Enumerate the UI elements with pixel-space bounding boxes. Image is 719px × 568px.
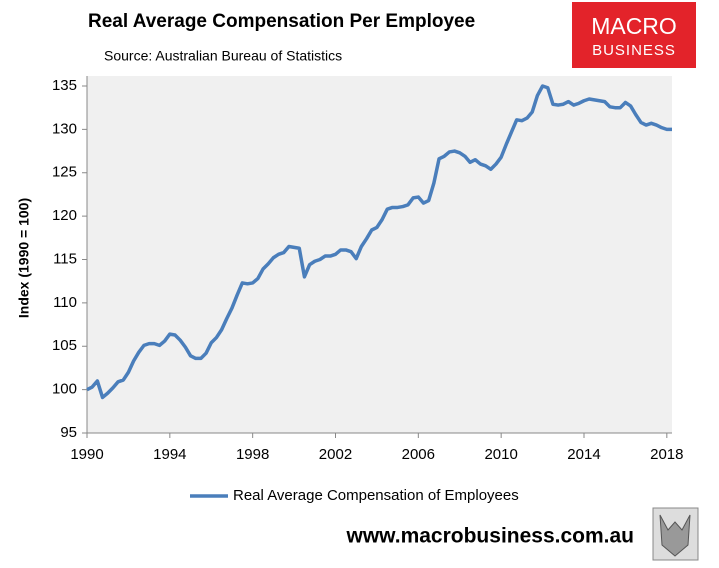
x-tick-label: 2002 (319, 446, 352, 463)
y-tick-label: 130 (52, 120, 77, 137)
y-tick-label: 120 (52, 207, 77, 224)
x-tick-label: 1998 (236, 446, 269, 463)
logo-text: MACRO (591, 13, 677, 39)
wolf-icon (659, 514, 691, 557)
y-tick-label: 95 (60, 424, 77, 441)
website: www.macrobusiness.com.au (346, 525, 634, 548)
y-tick-label: 135 (52, 77, 77, 94)
chart-subtitle: Source: Australian Bureau of Statistics (104, 48, 342, 64)
x-tick-label: 1994 (153, 446, 186, 463)
y-tick-label: 110 (53, 294, 77, 311)
x-tick-label: 2006 (402, 446, 435, 463)
y-axis-label: Index (1990 = 100) (16, 198, 32, 318)
y-tick-label: 115 (53, 250, 77, 267)
x-tick-label: 2010 (484, 446, 517, 463)
logo-box (572, 2, 696, 68)
data-line (86, 84, 672, 400)
chart-title: Real Average Compensation Per Employee (88, 11, 475, 32)
legend-label: Real Average Compensation of Employees (233, 487, 519, 504)
y-tick-label: 100 (52, 381, 77, 398)
plot-area (87, 76, 672, 433)
x-tick-label: 2018 (650, 446, 683, 463)
y-tick-label: 105 (52, 337, 77, 354)
x-tick-label: 2014 (567, 446, 600, 463)
x-tick-label: 1990 (70, 446, 103, 463)
logo-text: BUSINESS (592, 42, 676, 59)
y-tick-label: 125 (52, 164, 77, 181)
